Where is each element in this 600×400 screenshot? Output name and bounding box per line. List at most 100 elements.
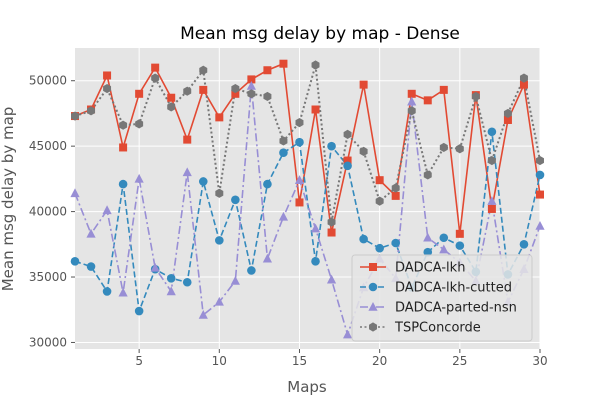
data-point: [262, 253, 273, 263]
data-point: [423, 247, 433, 257]
data-point: [311, 257, 320, 266]
data-point: [439, 85, 448, 94]
data-point: [295, 118, 304, 128]
legend: DADCA-lkh DADCA-lkh-cutted DADCA-parted-ns…: [351, 254, 533, 342]
data-point: [71, 111, 79, 121]
data-point: [183, 135, 192, 144]
data-point: [343, 156, 352, 165]
data-point: [423, 170, 432, 180]
data-point: [407, 89, 416, 98]
data-point: [536, 155, 544, 166]
data-point: [423, 232, 433, 242]
data-point: [70, 188, 80, 198]
data-point: [487, 155, 496, 166]
chart-title: Mean msg delay by map - Dense: [180, 24, 460, 44]
x-tick-label: 15: [292, 354, 307, 368]
data-point: [215, 236, 224, 245]
data-point: [326, 274, 337, 284]
data-point: [455, 229, 464, 238]
y-tick-label: 40000: [29, 205, 67, 219]
y-axis-ticks: 30000 35000 40000 45000 50000: [29, 74, 75, 349]
y-tick-label: 30000: [29, 335, 67, 349]
data-point: [166, 286, 176, 296]
data-point: [359, 234, 368, 244]
data-point: [134, 173, 144, 183]
data-point: [167, 102, 176, 112]
legend-marker-tspconcorde: [369, 322, 377, 332]
data-point: [279, 136, 288, 146]
legend-marker-dadca-lkh: [369, 263, 377, 271]
data-point: [182, 167, 192, 177]
data-point: [519, 240, 529, 249]
data-point: [103, 71, 112, 80]
data-point: [135, 89, 144, 98]
data-point: [231, 83, 240, 94]
data-point: [391, 191, 400, 200]
data-point: [503, 108, 512, 119]
data-point: [375, 176, 384, 185]
data-point: [247, 75, 256, 84]
data-point: [118, 179, 128, 189]
data-point: [278, 211, 289, 221]
data-point: [119, 143, 128, 152]
data-point: [247, 266, 256, 275]
data-point: [310, 223, 321, 233]
data-point: [407, 106, 416, 116]
legend-label-tspconcorde: TSPConcorde: [394, 321, 481, 336]
data-point: [487, 204, 496, 213]
data-point: [359, 146, 368, 156]
data-point: [311, 105, 320, 114]
x-tick-label: 25: [452, 354, 467, 368]
data-point: [455, 144, 464, 154]
data-point: [199, 85, 208, 94]
legend-label-dadca-parted-nsn: DADCA-parted-nsn: [395, 301, 517, 316]
data-point: [423, 96, 432, 105]
series-line-tspconcorde: [74, 64, 541, 223]
data-point: [503, 115, 512, 124]
y-tick-label: 45000: [29, 139, 67, 153]
legend-marker-dadca-parted-nsn: [368, 302, 378, 311]
data-point: [198, 177, 208, 186]
y-tick-label: 50000: [29, 74, 67, 88]
data-point: [199, 65, 208, 75]
data-point: [135, 119, 144, 129]
data-point: [391, 238, 400, 248]
data-point: [231, 89, 240, 98]
y-tick-label: 35000: [29, 270, 67, 284]
data-point: [214, 296, 224, 306]
data-point: [519, 80, 528, 89]
x-tick-label: 20: [372, 354, 387, 368]
data-point: [535, 170, 545, 180]
data-point: [295, 137, 304, 147]
data-point: [118, 287, 128, 297]
data-point: [375, 243, 384, 253]
data-point: [519, 73, 528, 83]
data-point: [166, 274, 176, 283]
data-point: [102, 205, 112, 215]
data-point: [231, 195, 240, 205]
legend-box: [351, 254, 533, 342]
data-point: [327, 228, 336, 237]
data-point: [151, 73, 160, 83]
data-point: [279, 148, 288, 157]
data-point: [151, 63, 160, 72]
x-axis-label: Maps: [287, 378, 327, 396]
data-point: [70, 257, 80, 266]
data-point: [439, 244, 449, 254]
data-point: [343, 129, 352, 139]
data-point: [294, 175, 305, 184]
series-line-dadca-lkh-cutted: [74, 131, 541, 312]
data-point: [327, 217, 336, 227]
data-point: [215, 113, 224, 122]
data-point: [327, 141, 336, 151]
series-line-dadca-lkh: [74, 62, 541, 234]
data-point: [375, 196, 384, 206]
y-axis-label: Mean msg delay by map: [0, 107, 17, 292]
data-point: [487, 127, 497, 137]
data-point: [86, 228, 96, 238]
data-point: [103, 83, 112, 94]
data-point: [150, 262, 160, 272]
data-point: [455, 241, 465, 250]
data-point: [134, 306, 144, 316]
